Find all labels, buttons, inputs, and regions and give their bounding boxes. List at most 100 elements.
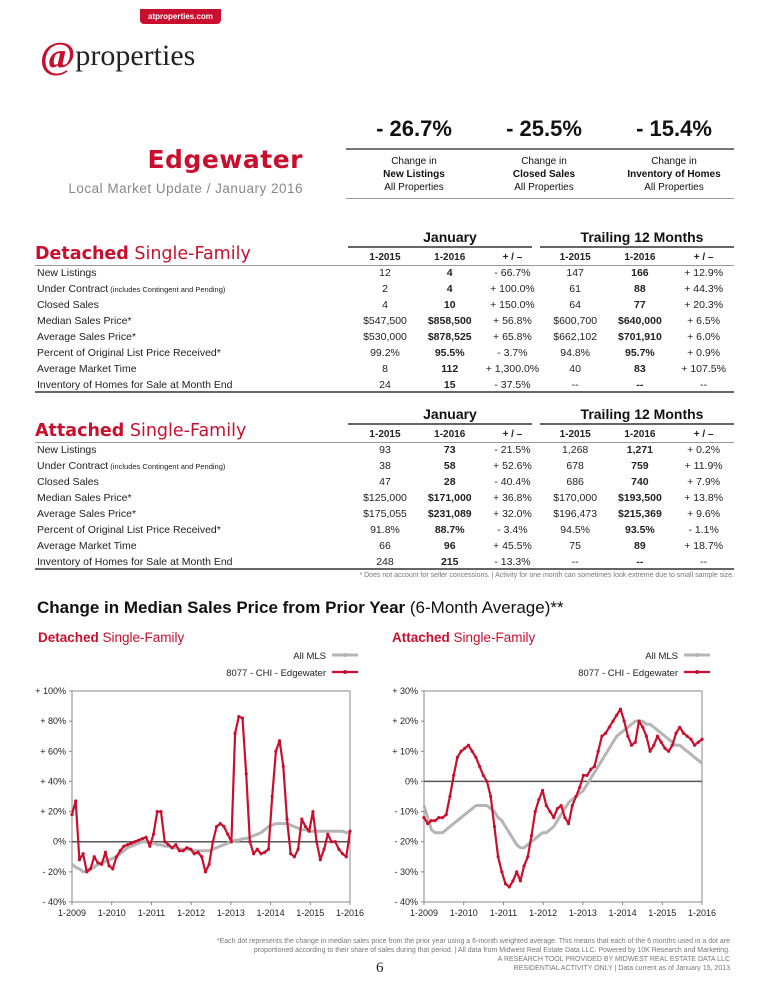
data-point — [626, 734, 630, 738]
row-label: Closed Sales — [37, 299, 99, 311]
table-cell: $600,700 — [553, 315, 598, 327]
data-point — [96, 861, 100, 865]
data-point — [274, 749, 278, 753]
table-cell: $231,089 — [427, 508, 472, 520]
table-cell: -- — [700, 556, 708, 568]
table-row: Closed Sales 4 10 + 150.0% 64 77 + 20.3% — [35, 297, 735, 313]
kpi-new-listings: - 26.7% — [346, 116, 482, 142]
table-cell: $530,000 — [363, 331, 407, 343]
data-point — [644, 734, 648, 738]
legend-label: All MLS — [293, 651, 326, 662]
data-point — [526, 855, 530, 859]
data-point — [281, 764, 285, 768]
data-point — [155, 809, 159, 814]
data-point — [218, 822, 222, 826]
kpi-divider — [346, 148, 734, 150]
data-point — [248, 840, 252, 844]
table-cell: 61 — [569, 283, 581, 295]
data-point — [433, 819, 437, 823]
x-tick-label: 1-2015 — [296, 908, 324, 918]
series-line-1 — [423, 707, 703, 888]
data-point — [88, 867, 93, 871]
chart-title-detached: Detached Single-Family — [38, 630, 185, 645]
table-row: Average Sales Price* $175,055 $231,089 + 32… — [35, 506, 735, 522]
table-cell: -- — [571, 556, 579, 568]
column-header: 1-2015 — [369, 428, 401, 440]
legend-marker — [695, 653, 699, 657]
y-tick-label: + 20% — [40, 807, 66, 817]
kpi-closed-sales: - 25.5% — [476, 116, 612, 142]
kpi-pct: - 15.4% — [636, 116, 712, 141]
y-tick-label: 0% — [405, 776, 418, 786]
table-cell: -- — [571, 379, 579, 391]
table-cell: 91.8% — [370, 524, 400, 536]
data-point — [207, 862, 211, 866]
legend-label: All MLS — [645, 651, 678, 662]
data-point — [177, 849, 182, 853]
data-point — [492, 825, 497, 829]
x-tick-label: 1-2009 — [58, 908, 86, 918]
data-point — [70, 812, 74, 817]
y-tick-label: - 20% — [394, 837, 418, 847]
data-point — [559, 803, 563, 808]
table-cell: 215 — [440, 556, 459, 568]
table-cell: + 13.8% — [684, 492, 724, 504]
y-tick-label: - 30% — [394, 867, 418, 877]
table-cell: + 0.9% — [687, 347, 721, 359]
column-header: 1-2016 — [434, 251, 466, 263]
table-row: Inventory of Homes for Sale at Month End… — [35, 377, 735, 393]
table-row: Median Sales Price* $125,000 $171,000 + 36.… — [35, 490, 735, 506]
column-header: + / – — [693, 428, 714, 440]
table-cell: 4 — [382, 299, 388, 311]
kpi-divider-bottom — [346, 198, 734, 199]
data-point — [522, 864, 526, 868]
data-point — [552, 816, 556, 820]
y-tick-label: - 40% — [394, 897, 418, 907]
data-point — [296, 847, 300, 851]
data-point — [596, 749, 600, 753]
x-tick-label: 1-2011 — [138, 908, 165, 918]
table-row: Under Contract (includes Contingent and … — [35, 281, 735, 297]
legend-marker — [343, 653, 347, 657]
y-tick-label: + 60% — [40, 746, 66, 756]
data-point — [500, 870, 504, 874]
data-point — [515, 870, 519, 874]
group-underline — [540, 246, 734, 248]
table-divider — [35, 391, 734, 393]
data-point — [100, 862, 104, 866]
table-row: Average Market Time 8 112 + 1,300.0% 40 83 + 1… — [35, 361, 735, 377]
table-cell: + 56.8% — [493, 315, 532, 327]
table-cell: - 3.7% — [497, 347, 528, 359]
column-header: 1-2015 — [559, 251, 591, 263]
data-point — [77, 858, 82, 862]
table-cell: 8 — [382, 363, 388, 375]
data-point — [174, 843, 178, 847]
kpi-pct: - 26.7% — [376, 116, 452, 141]
data-point — [422, 816, 426, 820]
data-point — [122, 844, 126, 848]
column-header: 1-2015 — [369, 251, 401, 263]
kpi-inventory: - 15.4% — [606, 116, 742, 142]
table-row: Median Sales Price* $547,500 $858,500 + 56.… — [35, 313, 735, 329]
data-point — [589, 767, 593, 771]
data-point — [74, 799, 78, 803]
table-header-row: 1-2015 1-2016 + / – 1-2015 1-2016 + / – — [35, 249, 735, 265]
data-point — [166, 843, 170, 847]
table-cell: 77 — [634, 299, 646, 311]
table-cell: $858,500 — [427, 315, 472, 327]
group-underline — [348, 246, 532, 248]
data-point — [444, 812, 448, 817]
column-header: 1-2016 — [434, 428, 466, 440]
table-cell: $640,000 — [617, 315, 662, 327]
table-cell: 89 — [634, 540, 646, 552]
y-tick-label: - 40% — [42, 897, 66, 907]
table-cell: 58 — [443, 460, 456, 472]
table-row: Inventory of Homes for Sale at Month End… — [35, 554, 735, 570]
site-badge[interactable]: atproperties.com — [140, 9, 221, 24]
data-point — [429, 819, 434, 823]
table-row: Percent of Original List Price Received*… — [35, 522, 735, 538]
row-label: Percent of Original List Price Received* — [37, 347, 221, 359]
section-title-detached: Detached Single-Family — [35, 244, 251, 264]
group-header-month: January — [423, 229, 477, 245]
data-point — [518, 879, 522, 883]
